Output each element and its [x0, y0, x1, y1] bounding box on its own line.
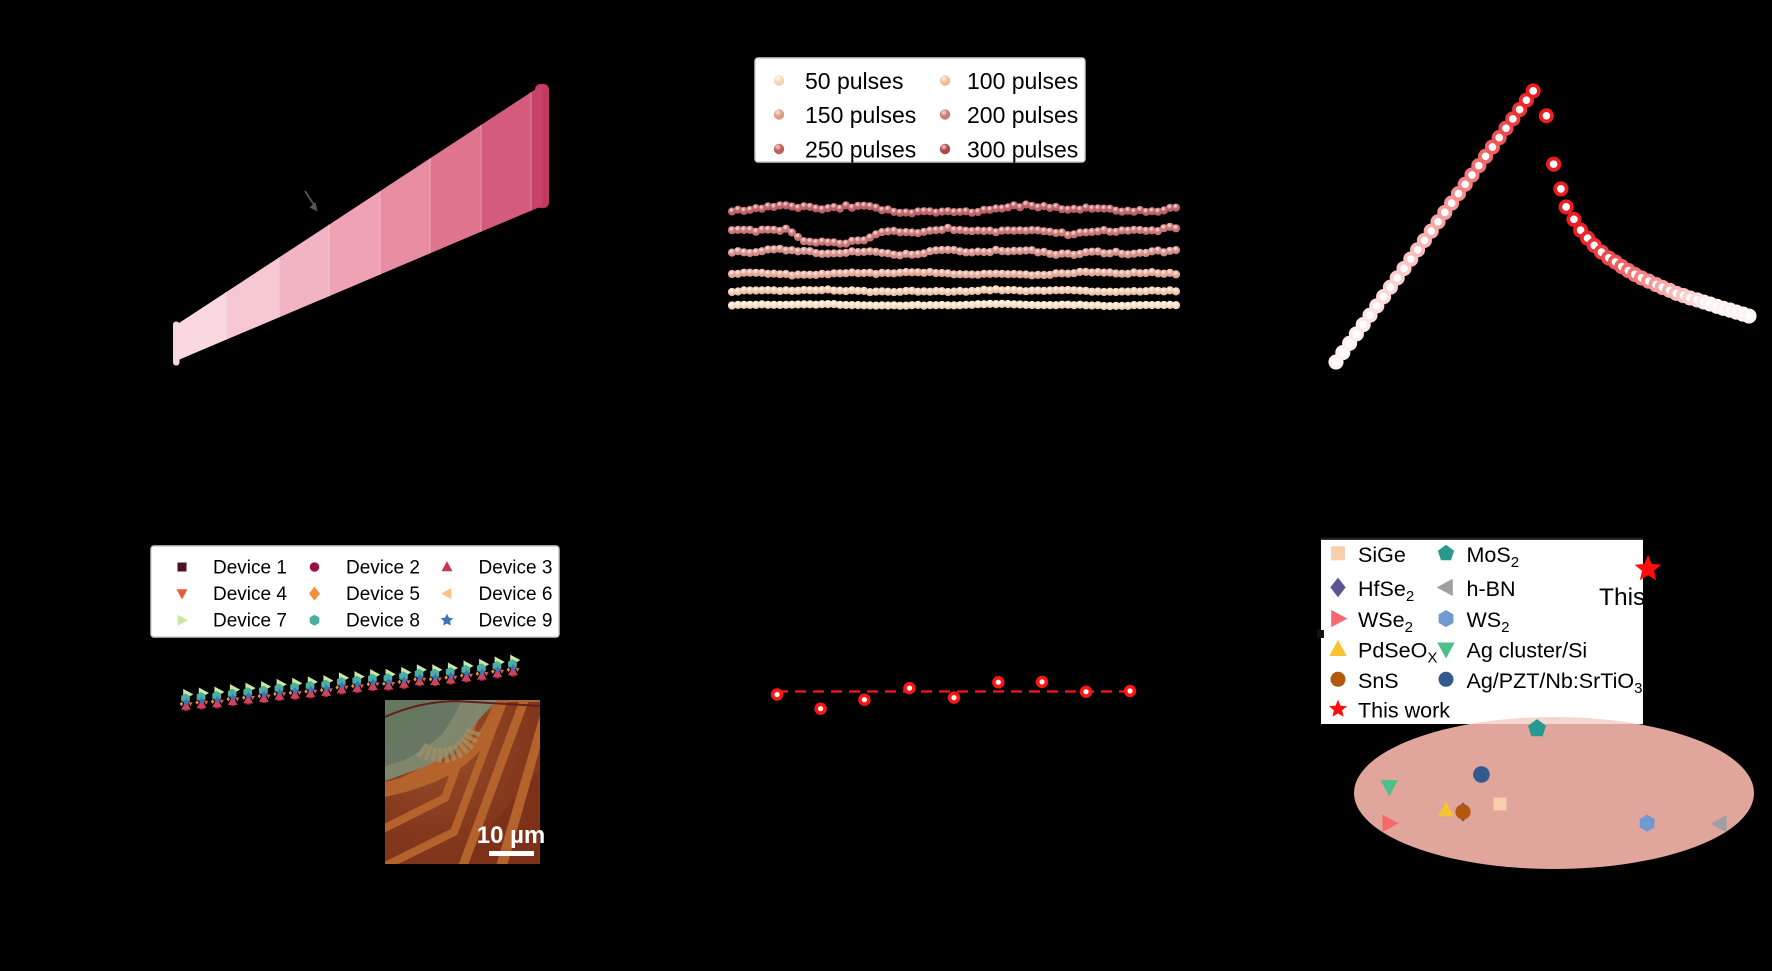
svg-text:This work: This work — [1358, 699, 1450, 723]
svg-text:150 pulses: 150 pulses — [805, 102, 916, 128]
svg-text:Device 7: Device 7 — [213, 611, 287, 632]
svg-text:WS2: WS2 — [1467, 608, 1510, 636]
svg-text:200 pulses: 200 pulses — [967, 102, 1078, 128]
svg-text:250 pulses: 250 pulses — [805, 137, 916, 163]
svg-text:Device 6: Device 6 — [479, 584, 553, 605]
svg-text:10 µm: 10 µm — [477, 822, 546, 849]
svg-text:Device 2: Device 2 — [346, 558, 420, 579]
svg-text:Device 1: Device 1 — [213, 558, 287, 579]
svg-text:SnS: SnS — [1358, 669, 1399, 693]
svg-text:Device 8: Device 8 — [346, 611, 420, 632]
svg-text:HfSe2: HfSe2 — [1358, 577, 1414, 605]
svg-text:PdSeOX: PdSeOX — [1358, 639, 1437, 667]
svg-text:Device 4: Device 4 — [213, 584, 287, 605]
svg-text:SiGe: SiGe — [1358, 543, 1406, 567]
svg-text:This work: This work — [1599, 584, 1705, 611]
svg-text:Ag/PZT/Nb:SrTiO3: Ag/PZT/Nb:SrTiO3 — [1467, 669, 1643, 697]
svg-text:300 pulses: 300 pulses — [967, 137, 1078, 163]
svg-text:Device 9: Device 9 — [479, 611, 553, 632]
svg-text:Device 3: Device 3 — [479, 558, 553, 579]
svg-text:100 pulses: 100 pulses — [967, 68, 1078, 94]
svg-text:h-BN: h-BN — [1467, 577, 1516, 601]
svg-text:50 pulses: 50 pulses — [805, 68, 903, 94]
svg-text:WSe2: WSe2 — [1358, 608, 1413, 636]
svg-text:Device 5: Device 5 — [346, 584, 420, 605]
svg-text:MoS2: MoS2 — [1467, 543, 1520, 571]
svg-text:Ag cluster/Si: Ag cluster/Si — [1467, 639, 1588, 663]
